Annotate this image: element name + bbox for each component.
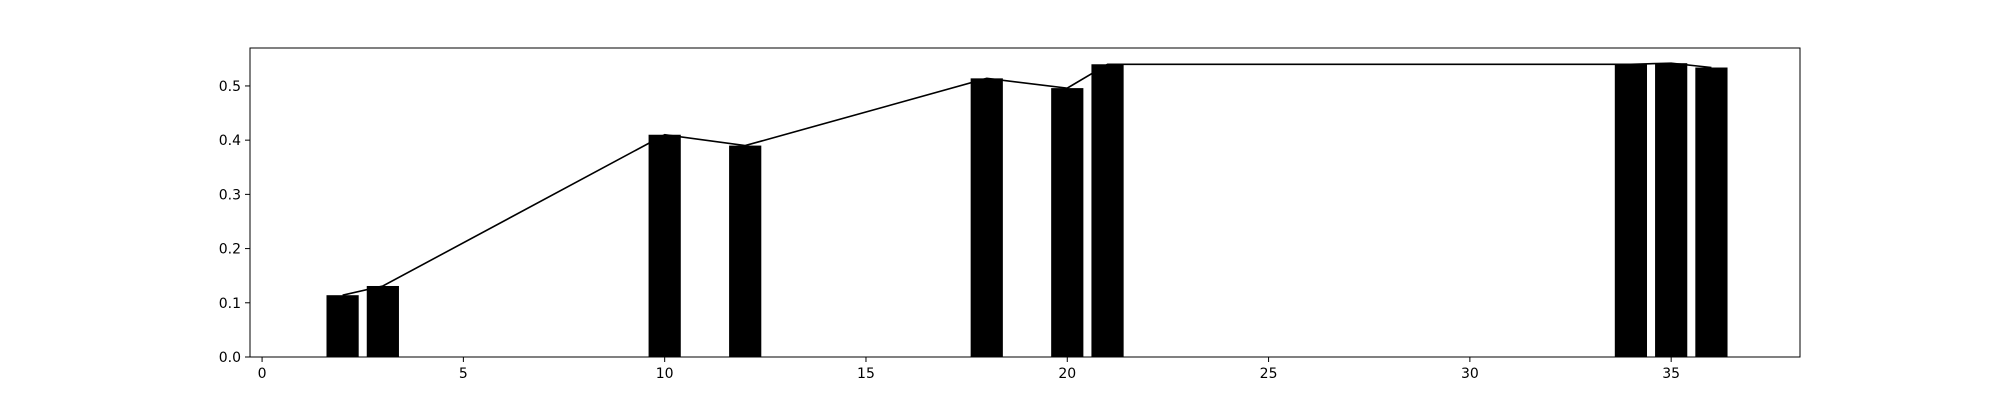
bar-36 [1695, 67, 1728, 357]
plot-area [250, 48, 1800, 357]
y-tick-label-2: 0.2 [219, 242, 241, 258]
bar-2 [326, 295, 359, 357]
x-axis: 0 5 10 15 20 25 30 35 [258, 357, 1680, 382]
x-tick-label-25: 25 [1260, 366, 1278, 382]
x-tick-label-10: 10 [656, 366, 674, 382]
bar-20 [1051, 88, 1084, 358]
bar-21 [1091, 64, 1124, 358]
bar-18 [970, 78, 1003, 357]
x-tick-label-15: 15 [857, 366, 875, 382]
y-tick-label-1: 0.1 [219, 296, 241, 312]
y-tick-label-5: 0.5 [219, 79, 241, 95]
bar-34 [1614, 64, 1648, 358]
y-tick-label-4: 0.4 [219, 133, 241, 149]
x-tick-label-5: 5 [459, 366, 468, 382]
x-tick-label-0: 0 [258, 366, 267, 382]
y-tick-label-3: 0.3 [219, 187, 241, 203]
x-tick-label-30: 30 [1461, 366, 1479, 382]
x-tick-label-35: 35 [1662, 366, 1680, 382]
bar-3 [366, 285, 399, 357]
bar-35 [1655, 63, 1688, 357]
plot-frame [249, 47, 1801, 358]
bars-group [326, 63, 1728, 358]
y-tick-label-0: 0.0 [219, 350, 241, 366]
y-axis: 0.0 0.1 0.2 0.3 0.4 0.5 [219, 79, 250, 366]
x-tick-label-20: 20 [1058, 366, 1076, 382]
bar-10 [648, 134, 681, 357]
bar-12 [729, 145, 762, 357]
trend-line [342, 62, 1712, 296]
